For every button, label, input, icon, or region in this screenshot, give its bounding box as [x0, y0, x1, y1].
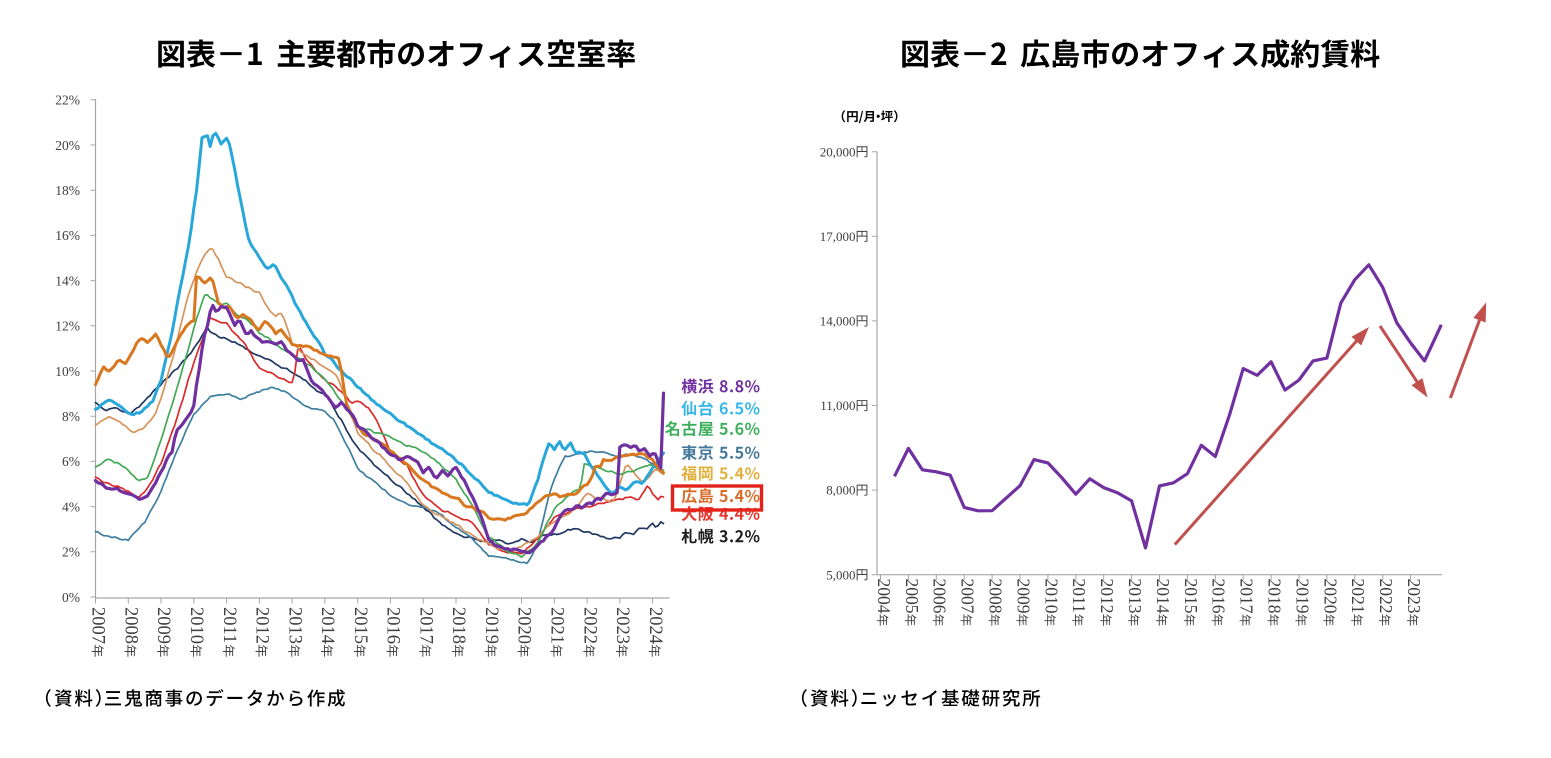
svg-text:2005: 2005	[902, 579, 922, 614]
svg-text:2017: 2017	[415, 607, 435, 644]
svg-text:2023: 2023	[612, 607, 632, 644]
svg-text:2015: 2015	[350, 607, 370, 644]
svg-text:2011: 2011	[219, 607, 239, 643]
svg-text:2020: 2020	[514, 607, 534, 644]
svg-text:20%: 20%	[55, 138, 80, 153]
svg-text:2010: 2010	[1041, 579, 1061, 614]
svg-text:2009: 2009	[153, 607, 173, 644]
svg-text:12%: 12%	[55, 319, 80, 334]
svg-text:2016: 2016	[1209, 579, 1229, 614]
svg-text:2022: 2022	[1376, 579, 1396, 614]
svg-text:14%: 14%	[55, 273, 80, 288]
svg-text:2017: 2017	[1237, 579, 1257, 614]
svg-text:2004: 2004	[874, 579, 894, 614]
svg-text:2020: 2020	[1320, 579, 1340, 614]
svg-text:11,000: 11,000	[820, 398, 855, 413]
svg-text:2021: 2021	[547, 607, 567, 644]
svg-text:2013: 2013	[284, 607, 304, 644]
svg-text:17,000: 17,000	[820, 229, 856, 244]
svg-text:2013: 2013	[1125, 579, 1145, 614]
svg-text:0%: 0%	[62, 590, 80, 605]
svg-text:20,000: 20,000	[820, 144, 856, 159]
svg-text:2023: 2023	[1404, 579, 1424, 614]
svg-text:2018: 2018	[448, 607, 468, 644]
svg-text:14,000: 14,000	[820, 314, 856, 329]
svg-text:8,000: 8,000	[826, 483, 855, 498]
svg-text:10%: 10%	[55, 364, 80, 379]
svg-text:2008: 2008	[986, 579, 1006, 614]
svg-text:8%: 8%	[62, 409, 80, 424]
svg-text:2006: 2006	[930, 579, 950, 614]
svg-text:5,000: 5,000	[826, 567, 855, 582]
svg-text:2018: 2018	[1265, 579, 1285, 614]
svg-text:2019: 2019	[1292, 579, 1312, 614]
svg-text:18%: 18%	[55, 183, 80, 198]
svg-text:2019: 2019	[481, 607, 501, 644]
svg-text:2007: 2007	[958, 579, 978, 614]
svg-text:2016: 2016	[383, 607, 403, 644]
svg-text:2014: 2014	[317, 607, 337, 644]
svg-text:2012: 2012	[1097, 579, 1117, 614]
svg-text:2011: 2011	[1069, 579, 1089, 613]
svg-text:22%: 22%	[55, 93, 80, 108]
svg-text:2%: 2%	[62, 545, 80, 560]
svg-text:2009: 2009	[1013, 579, 1033, 614]
svg-text:16%: 16%	[55, 228, 80, 243]
svg-text:4%: 4%	[62, 499, 80, 514]
svg-text:2022: 2022	[579, 607, 599, 644]
svg-text:2008: 2008	[121, 607, 141, 644]
svg-text:2007: 2007	[88, 607, 108, 644]
svg-text:2010: 2010	[186, 607, 206, 644]
svg-text:2024: 2024	[645, 607, 665, 644]
svg-text:2014: 2014	[1153, 579, 1173, 614]
svg-text:6%: 6%	[62, 454, 80, 469]
svg-text:2012: 2012	[252, 607, 272, 644]
svg-text:2021: 2021	[1348, 579, 1368, 614]
svg-text:2015: 2015	[1181, 579, 1201, 614]
